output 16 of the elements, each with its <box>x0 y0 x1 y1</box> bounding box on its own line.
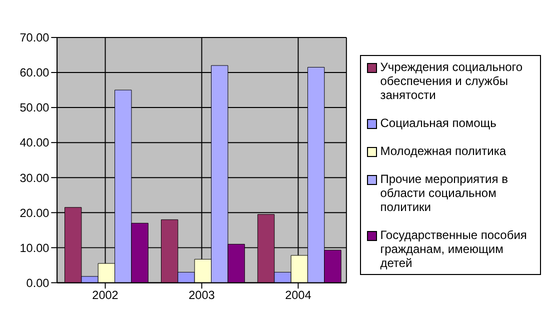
y-tick-label: 20.00 <box>20 206 50 220</box>
legend-label: Государственные пособия гражданам, имеющим детей <box>380 228 528 270</box>
y-tick-label: 0.00 <box>26 276 50 290</box>
legend-label: Молодежная политика <box>380 144 506 158</box>
y-tick-label: 40.00 <box>20 136 50 150</box>
x-tick-label: 2002 <box>92 288 118 302</box>
x-tick-label: 2004 <box>285 288 312 302</box>
y-tick-label: 50.00 <box>20 102 50 115</box>
legend-label: Учреждения социального обеспечения и службы занятости <box>380 60 524 102</box>
legend-label: Социальная помощь <box>380 116 496 130</box>
x-tick-label: 2003 <box>188 288 216 302</box>
y-tick-label: 70.00 <box>20 32 50 45</box>
y-tick-label: 30.00 <box>20 172 50 185</box>
y-tick-label: 10.00 <box>20 242 50 255</box>
legend-label: Прочие мероприятия в области социальном политики <box>380 172 509 214</box>
y-tick-label: 60.00 <box>20 66 50 80</box>
